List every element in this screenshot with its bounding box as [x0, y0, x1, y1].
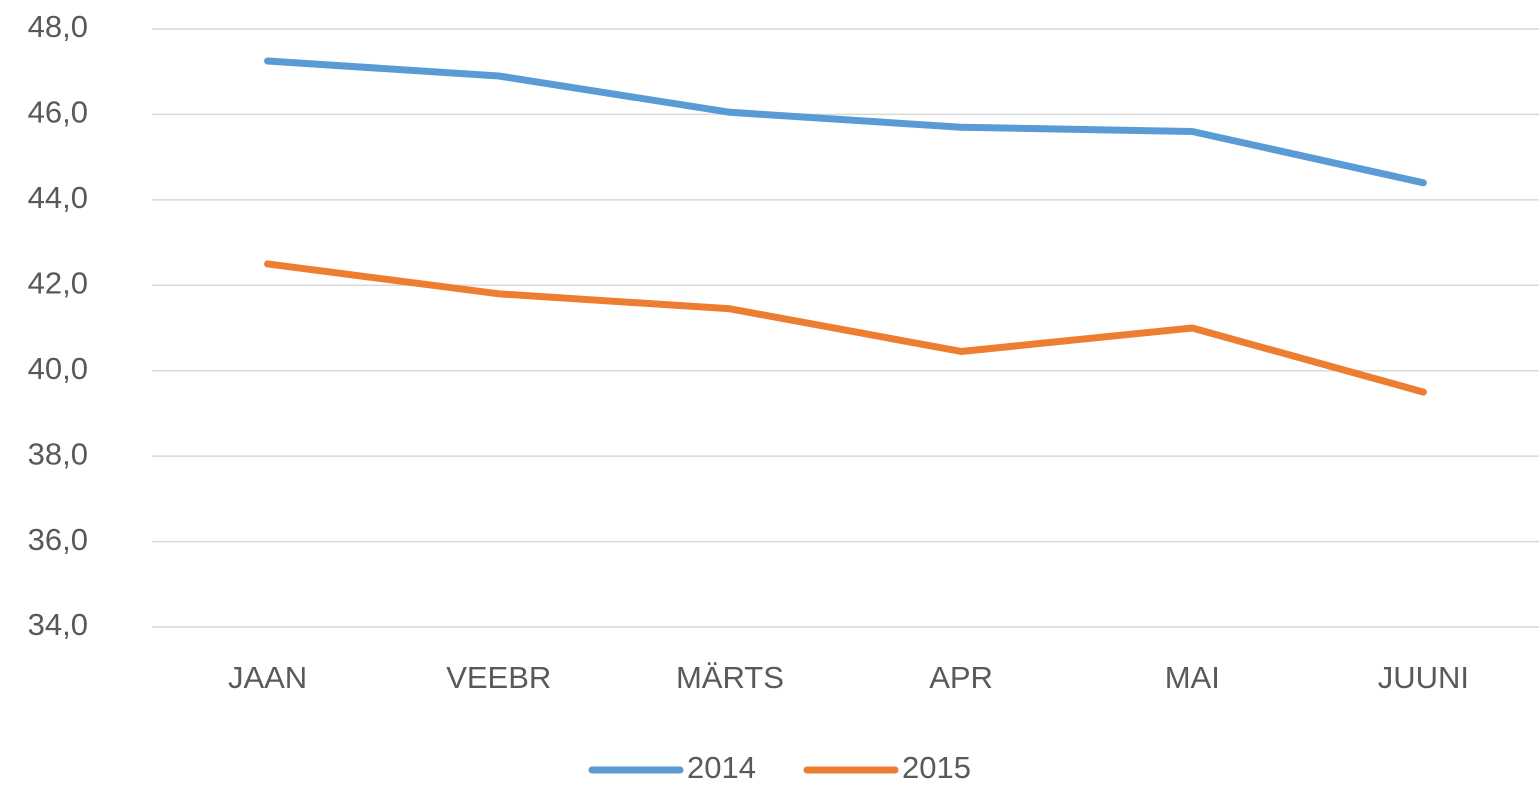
x-tick-label: MÄRTS — [676, 660, 784, 695]
legend-label: 2014 — [687, 750, 756, 785]
y-tick-label: 46,0 — [28, 95, 88, 130]
y-tick-label: 38,0 — [28, 436, 88, 471]
y-tick-label: 34,0 — [28, 607, 88, 642]
x-tick-label: APR — [929, 660, 993, 695]
x-tick-label: JAAN — [228, 660, 307, 695]
y-tick-label: 40,0 — [28, 351, 88, 386]
x-tick-label: MAI — [1165, 660, 1220, 695]
series-line — [264, 57, 1427, 187]
legend-label: 2015 — [902, 750, 971, 785]
x-tick-label: JUUNI — [1378, 660, 1469, 695]
y-tick-label: 42,0 — [28, 265, 88, 300]
y-tick-label: 48,0 — [28, 9, 88, 44]
x-tick-label: VEEBR — [446, 660, 551, 695]
y-tick-label: 44,0 — [28, 180, 88, 215]
y-tick-label: 36,0 — [28, 522, 88, 557]
series-line — [264, 260, 1427, 396]
